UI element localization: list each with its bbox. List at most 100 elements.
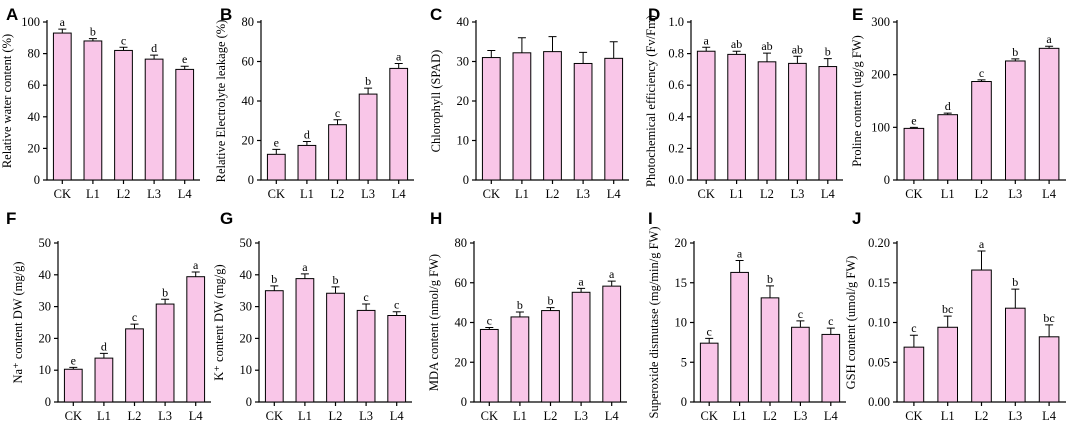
error-bar	[69, 366, 78, 370]
y-axis-title: Chlorophyll (SPAD)	[429, 50, 443, 153]
bar-l4	[175, 68, 195, 181]
y-tick-label: 10	[457, 134, 470, 148]
significance-letter: b	[767, 272, 773, 286]
panel-letter: C	[430, 5, 442, 24]
y-tick-label: 40	[457, 15, 470, 29]
error-bar	[1045, 45, 1054, 49]
bar-l3	[791, 326, 810, 403]
bar-l2	[328, 124, 347, 181]
y-tick-label: 30	[457, 55, 470, 69]
bar-l1	[94, 357, 114, 403]
x-tick-label: L1	[300, 187, 314, 201]
y-tick-label: 1.0	[668, 15, 684, 29]
bar-l4	[818, 66, 838, 181]
y-tick-label: 300	[871, 15, 890, 29]
bar-l2	[543, 51, 562, 181]
significance-letter: e	[182, 52, 187, 66]
bar-ck	[696, 50, 716, 181]
x-tick-label: L4	[821, 187, 836, 201]
error-bar	[515, 311, 524, 317]
x-tick-label: L4	[189, 409, 204, 423]
x-tick-label: CK	[65, 409, 82, 423]
error-bar	[1011, 58, 1020, 61]
significance-letter: a	[737, 246, 743, 260]
bar-l2	[971, 269, 992, 403]
x-tick-label: L4	[390, 409, 405, 423]
significance-letter: ab	[731, 37, 742, 51]
bar-l1	[937, 114, 959, 181]
y-tick-label: 0	[884, 173, 890, 187]
bar-ck	[903, 127, 925, 181]
panel-letter: H	[430, 209, 442, 228]
x-tick-label: L1	[97, 409, 111, 423]
y-tick-label: 0.2	[668, 141, 684, 155]
x-tick-label: CK	[905, 409, 922, 423]
error-bar	[394, 62, 403, 69]
error-bar	[705, 337, 714, 344]
error-bar	[517, 37, 526, 53]
significance-letter: a	[193, 258, 199, 272]
bar-l1	[730, 271, 749, 403]
y-axis-title: Photochemical efficiency (Fv/Fm)	[644, 15, 658, 187]
error-bar	[977, 79, 986, 82]
significance-letter: a	[578, 274, 584, 288]
x-tick-label: CK	[483, 187, 500, 201]
y-axis-title: Relative Electrolyte leakage (%)	[214, 20, 228, 183]
x-tick-label: L1	[733, 409, 747, 423]
error-bar	[796, 320, 805, 328]
y-axis-title: Relative water content (%)	[0, 34, 14, 168]
panel-a: A 0 20 40 60 80 100 Relative water content (%) a…	[0, 5, 200, 201]
y-tick-label: 80	[455, 236, 468, 250]
x-tick-label: L3	[793, 409, 807, 423]
significance-letter: c	[335, 106, 340, 120]
x-tick-label: L3	[359, 409, 373, 423]
y-axis-title: Superoxide dismutase (mg/min/g FW)	[647, 227, 661, 419]
error-bar	[826, 327, 835, 335]
panel-d: D 0.0 0.2 0.4 0.6 0.8 1.0 Photochemical efficie…	[644, 5, 843, 201]
error-bar	[793, 55, 802, 64]
y-axis-title: Na⁺ content DW (mg/g)	[11, 262, 25, 384]
x-tick-label: L2	[117, 187, 131, 201]
error-bar	[392, 311, 401, 316]
significance-letter: c	[707, 324, 712, 338]
bar-l3	[1004, 307, 1026, 403]
error-bar	[150, 54, 159, 60]
x-tick-label: L3	[158, 409, 172, 423]
bar-ck	[264, 290, 284, 403]
y-tick-label: 20	[457, 94, 470, 108]
bar-l1	[510, 316, 530, 403]
panel-letter: F	[6, 209, 16, 228]
significance-letter: b	[90, 25, 96, 39]
significance-letter: e	[274, 135, 279, 149]
y-axis-title: Proline content (ug/g FW)	[850, 35, 864, 167]
bar-l2	[326, 292, 345, 403]
panel-letter: I	[648, 209, 653, 228]
y-tick-label: 200	[871, 68, 890, 82]
significance-letter: c	[911, 321, 916, 335]
y-tick-label: 40	[240, 268, 253, 282]
panel-letter: B	[220, 5, 232, 24]
bar-l4	[1038, 47, 1060, 181]
y-tick-label: 50	[39, 236, 52, 250]
y-tick-label: 40	[39, 268, 52, 282]
significance-letter: c	[798, 307, 803, 321]
significance-letter: a	[704, 33, 710, 47]
x-tick-label: L4	[1042, 409, 1057, 423]
bar-ck	[481, 57, 501, 181]
panel-j: J 0.00 0.05 0.10 0.15 0.20 GSH content (umol/g…	[844, 209, 1066, 423]
error-bar	[609, 41, 618, 59]
bar-l1	[295, 278, 315, 403]
x-tick-label: L2	[329, 409, 343, 423]
significance-letter: a	[396, 49, 402, 63]
bar-l4	[604, 57, 624, 181]
significance-letter: b	[162, 285, 168, 299]
error-bar	[331, 286, 340, 294]
y-tick-label: 20	[39, 331, 52, 345]
bar-l2	[757, 61, 777, 181]
x-tick-label: L3	[576, 187, 590, 201]
y-tick-label: 0.6	[668, 78, 684, 92]
panel-c: C 0 10 20 30 40 Chlorophyll (SPAD) CK L1 L2 L3 L4	[429, 5, 629, 201]
error-bar	[607, 280, 616, 287]
error-bar	[732, 50, 741, 55]
